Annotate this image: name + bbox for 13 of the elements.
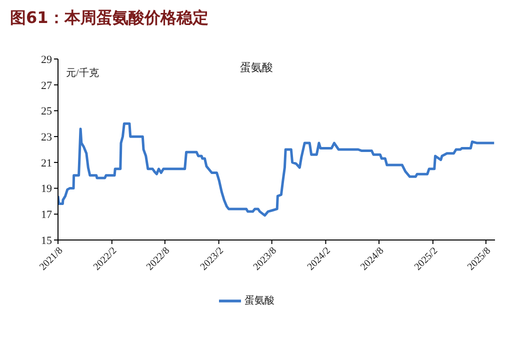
- y-tick-label: 27: [41, 80, 52, 92]
- y-tick-label: 21: [41, 157, 52, 170]
- chart-subtitle: 蛋氨酸: [240, 61, 273, 75]
- chart-title: 图61：本周蛋氨酸价格稳定: [9, 8, 210, 29]
- legend-label: 蛋氨酸: [244, 295, 274, 306]
- y-tick-label: 15: [41, 234, 52, 247]
- y-tick-label: 23: [41, 131, 52, 144]
- y-axis-title: 元/千克: [66, 66, 99, 80]
- y-tick-label: 29: [41, 54, 52, 66]
- y-tick-label: 25: [41, 106, 52, 118]
- y-tick-label: 17: [41, 209, 52, 222]
- line-series: [58, 122, 495, 217]
- y-tick-label: 19: [41, 183, 52, 196]
